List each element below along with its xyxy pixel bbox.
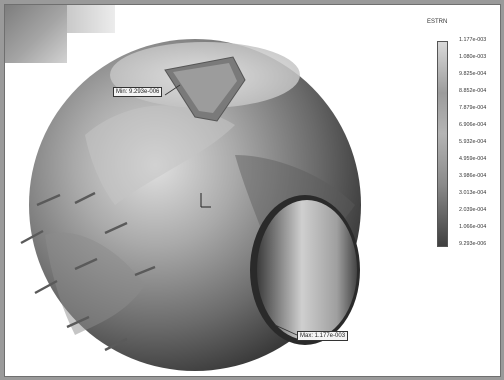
max-probe-label: Max: 1.177e-003 [297,331,349,341]
max-leader [274,324,298,336]
legend-tick: 1.066e-004 [459,224,487,230]
legend-tick: 7.879e-004 [459,105,487,111]
legend-tick: 8.852e-004 [459,88,487,94]
coordinate-triad [200,193,211,208]
min-leader [164,84,181,96]
viewport-corner-strip [67,5,115,33]
legend-tick: 3.013e-004 [459,190,487,196]
model-view [20,39,361,371]
side-hole [257,200,357,340]
strain-band [85,105,235,205]
legend-tick: 1.177e-003 [459,37,487,43]
legend-colorbar [437,41,448,247]
legend-tick: 1.080e-003 [459,54,487,60]
legend-tick: 2.039e-004 [459,207,487,213]
load-arrows [20,191,156,352]
legend-tick: 5.932e-004 [459,139,487,145]
viewport-corner-tab [5,5,67,63]
min-probe-label: Min: 9.293e-006 [113,87,163,97]
legend-tick: 6.906e-004 [459,122,487,128]
legend-tick: 9.825e-004 [459,71,487,77]
legend-tick: 4.959e-004 [459,156,487,162]
strain-band [45,232,145,335]
top-opening-inner [173,63,237,113]
legend-title: ESTRN [427,19,448,25]
graphics-viewport[interactable]: Min: 9.293e-006 Max: 1.177e-003 ESTRN 1.… [4,4,501,377]
legend-tick: 3.986e-004 [459,173,487,179]
legend-tick: 9.293e-006 [459,241,487,247]
strain-legend: ESTRN 1.177e-003 1.080e-003 9.825e-004 8… [425,19,500,259]
